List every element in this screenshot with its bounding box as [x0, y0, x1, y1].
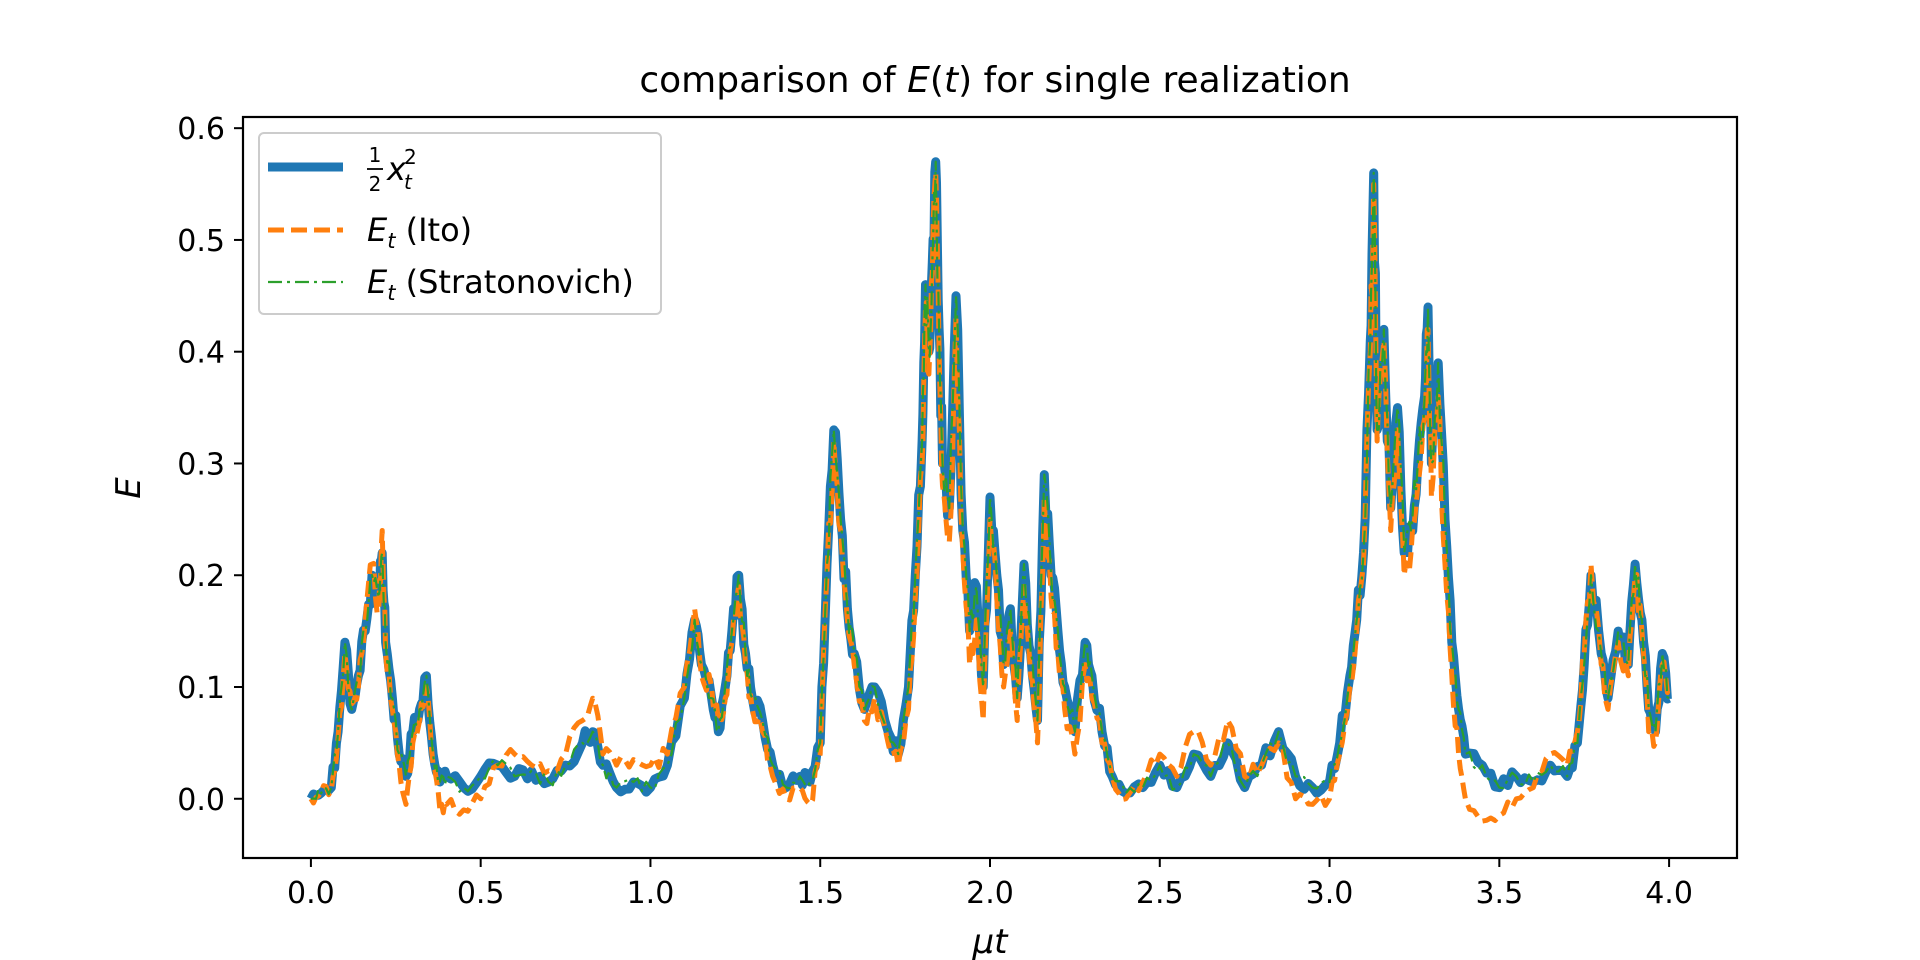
legend: 1 2 x 2 t Et (Ito) Et (Stratonovich) [258, 132, 662, 315]
x-tick-label: 0.5 [457, 876, 505, 911]
legend-label-stratonovich: Et (Stratonovich) [367, 263, 634, 305]
x-tick-label: 0.0 [287, 876, 335, 911]
y-tick-label: 0.5 [177, 224, 225, 259]
legend-var-x: x [386, 150, 407, 188]
x-tick-label: 2.5 [1136, 876, 1184, 911]
y-tick-label: 0.6 [177, 112, 225, 147]
x-tick-label: 3.5 [1475, 876, 1523, 911]
series-line-3 [310, 160, 1670, 800]
legend-sub: t [404, 170, 413, 194]
x-tick-label: 1.0 [627, 876, 675, 911]
x-tick-label: 3.0 [1306, 876, 1354, 911]
legend-sup: 2 [404, 145, 417, 169]
x-tick-label: 4.0 [1645, 876, 1693, 911]
legend-label-ito: Et (Ito) [367, 211, 472, 253]
y-axis: 0.0 0.1 0.2 0.3 0.4 0.5 0.6 [177, 112, 243, 818]
y-tick-label: 0.0 [177, 783, 225, 818]
y-tick-label: 0.4 [177, 336, 225, 371]
chart-title: comparison of E(t) for single realizatio… [639, 60, 1350, 101]
legend-frac-den: 2 [369, 172, 382, 196]
y-axis-label: E [109, 477, 149, 499]
y-tick-label: 0.3 [177, 447, 225, 482]
legend-frac-num: 1 [369, 143, 382, 167]
y-tick-label: 0.1 [177, 671, 225, 706]
y-tick-label: 0.2 [177, 559, 225, 594]
series-layer [306, 157, 1672, 824]
x-tick-label: 1.5 [796, 876, 844, 911]
legend-box [258, 132, 662, 315]
legend-label-x2: 1 2 x 2 t [367, 143, 417, 196]
x-tick-label: 2.0 [966, 876, 1014, 911]
x-axis-label: μt [972, 922, 1010, 960]
series-line-2 [308, 170, 1672, 824]
x-axis: 0.0 0.5 1.0 1.5 2.0 2.5 3.0 3.5 4.0 [287, 858, 1693, 911]
